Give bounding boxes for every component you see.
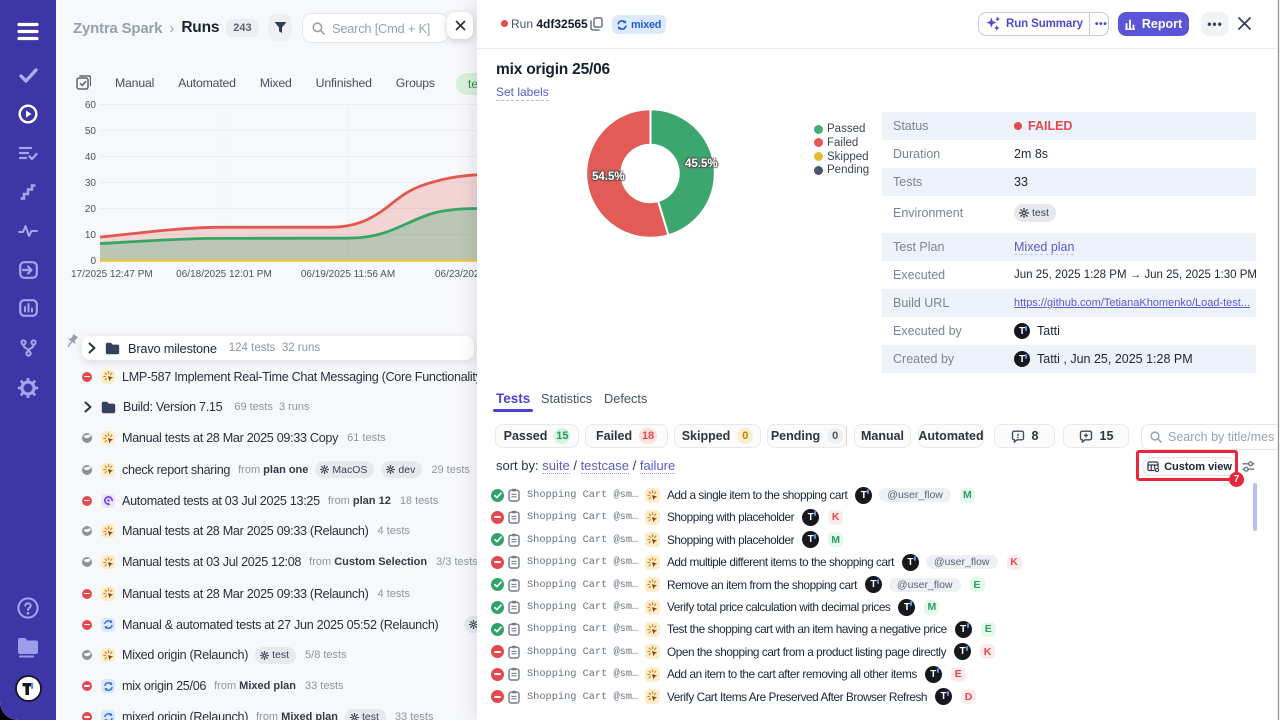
svg-text:30: 30: [85, 178, 97, 189]
svg-text:17/2025 12:47 PM: 17/2025 12:47 PM: [71, 269, 153, 280]
svg-text:10: 10: [85, 230, 97, 241]
svg-text:06/23/202: 06/23/202: [435, 269, 477, 280]
svg-text:20: 20: [85, 204, 97, 215]
svg-text:60: 60: [85, 100, 97, 111]
svg-text:06/19/2025 11:56 AM: 06/19/2025 11:56 AM: [301, 269, 395, 280]
svg-text:0: 0: [90, 256, 96, 267]
svg-text:50: 50: [85, 126, 97, 137]
svg-text:40: 40: [85, 152, 97, 163]
svg-text:06/18/2025 12:01 PM: 06/18/2025 12:01 PM: [176, 269, 272, 280]
